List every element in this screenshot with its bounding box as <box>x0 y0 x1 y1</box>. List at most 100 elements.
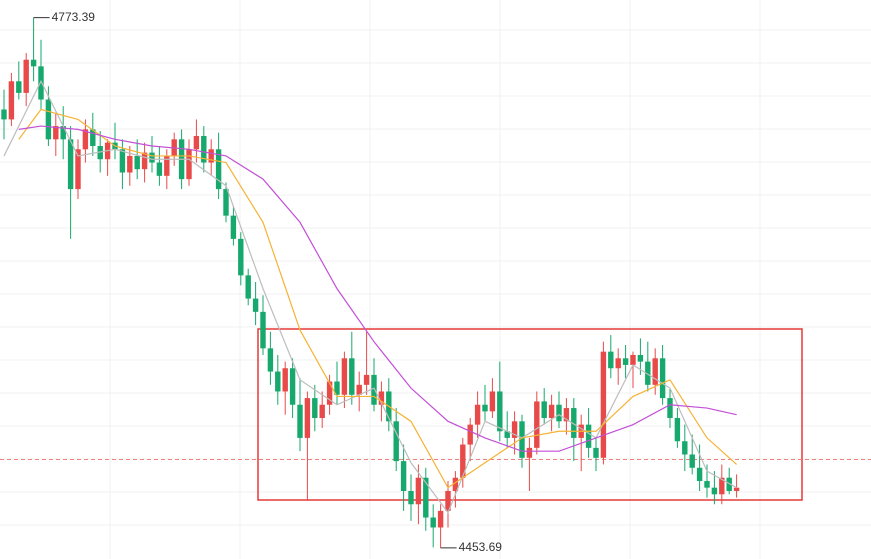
candle-body <box>297 404 303 438</box>
candle-body <box>511 421 518 438</box>
candle-body <box>75 149 81 190</box>
candle-body <box>215 149 222 190</box>
highlight-box <box>257 328 803 501</box>
candle-body <box>378 391 385 405</box>
candle-body <box>282 368 288 392</box>
candle-body <box>474 404 481 425</box>
candle-body <box>504 431 510 438</box>
candle-body <box>201 136 207 163</box>
candle-body <box>415 477 422 505</box>
candle-body <box>208 149 214 163</box>
candle-body <box>156 162 163 176</box>
candle-body <box>682 441 688 455</box>
candle-body <box>689 454 695 468</box>
candle-body <box>230 215 237 239</box>
candle-body <box>659 358 666 399</box>
candle-body <box>571 408 577 438</box>
candle-body <box>141 152 148 170</box>
candle-body <box>252 298 259 312</box>
candle-body <box>652 358 658 385</box>
candle-body <box>430 517 436 528</box>
candle-body <box>482 404 488 412</box>
candle-body <box>637 354 644 362</box>
candle-body <box>119 149 126 173</box>
candle-body <box>460 444 466 478</box>
candle-body <box>334 381 340 395</box>
candle-body <box>696 467 703 482</box>
candle-body <box>593 447 599 458</box>
candle-body <box>497 391 503 432</box>
candle-body <box>363 374 370 385</box>
candle-body <box>726 477 732 491</box>
candle-body <box>53 126 59 140</box>
candle-body <box>97 145 103 160</box>
candle-body <box>319 404 325 419</box>
candle-body <box>519 421 525 458</box>
candle-body <box>149 152 155 163</box>
candle-body <box>67 139 74 190</box>
candle-body <box>467 424 473 445</box>
candle-body <box>667 398 673 419</box>
moving-average-line <box>3 79 737 514</box>
candle-body <box>489 391 496 412</box>
candle-body <box>719 477 725 495</box>
candle-body <box>452 477 459 491</box>
candle-body <box>164 155 170 176</box>
candle-body <box>45 99 52 140</box>
candle-body <box>585 424 592 448</box>
candle-body <box>541 401 547 419</box>
candle-body <box>733 487 740 491</box>
candle-body <box>16 81 22 93</box>
moving-average-line <box>18 108 738 489</box>
candle-body <box>445 490 451 511</box>
candle-body <box>134 155 140 170</box>
candle-body <box>645 361 651 385</box>
candle-body <box>267 348 274 372</box>
extreme-label: 4453.69 <box>459 540 503 554</box>
candle-body <box>38 66 44 100</box>
candle-body <box>534 401 540 448</box>
candle-body <box>1 109 7 120</box>
candle-body <box>356 384 362 395</box>
extreme-label: 4773.39 <box>52 10 96 24</box>
candle-body <box>400 461 407 491</box>
candle-body <box>548 404 555 419</box>
candle-body <box>8 81 15 120</box>
moving-average-line <box>18 125 737 452</box>
candle-body <box>193 136 200 150</box>
candle-body <box>608 351 614 369</box>
candle-body <box>630 354 636 365</box>
candle-body <box>423 477 429 518</box>
candle-body <box>304 398 311 438</box>
candle-body <box>60 126 66 140</box>
candle-body <box>615 358 621 369</box>
candle-body <box>349 358 355 395</box>
candle-body <box>275 371 281 392</box>
candle-body <box>127 155 133 173</box>
candle-body <box>704 481 710 488</box>
candle-body <box>393 421 399 462</box>
candle-body <box>260 311 266 349</box>
candle-body <box>289 368 296 405</box>
candle-body <box>371 374 377 405</box>
candle-body <box>90 129 96 146</box>
candle-body <box>223 189 229 216</box>
candle-body <box>437 510 444 528</box>
candle-body <box>326 381 333 405</box>
candle-body <box>674 418 681 442</box>
candle-body <box>245 275 251 299</box>
candle-body <box>238 238 244 276</box>
candle-body <box>186 149 192 180</box>
candle-body <box>622 358 629 365</box>
candle-body <box>526 447 533 458</box>
candle-body <box>30 59 37 67</box>
candle-body <box>600 351 607 458</box>
candle-body <box>563 408 570 422</box>
candle-body <box>312 398 318 419</box>
candle-body <box>341 358 348 395</box>
candle-body <box>556 404 562 422</box>
candle-body <box>408 490 414 505</box>
candle-body <box>23 59 29 93</box>
